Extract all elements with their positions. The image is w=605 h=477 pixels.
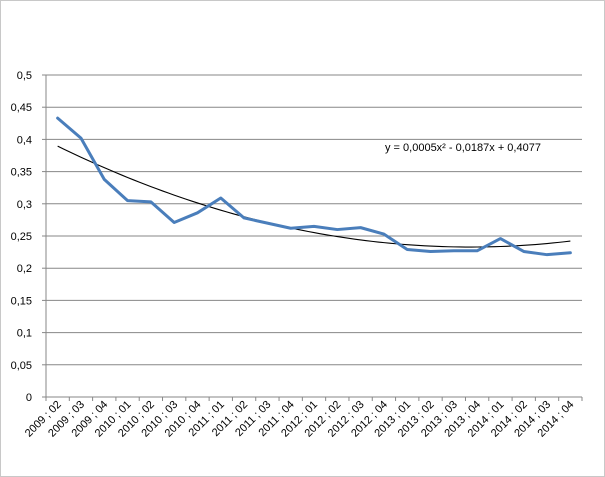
y-tick-label: 0,45 [11,102,32,114]
series-line [56,116,572,257]
y-tick-label: 0,5 [17,70,32,82]
y-tick-label: 0 [26,392,32,404]
axes [42,74,583,401]
y-tick-label: 0,15 [11,295,32,307]
y-tick-label: 0,1 [17,328,32,340]
y-tick-label: 0,25 [11,231,32,243]
y-tick-label: 0,35 [11,167,32,179]
trendline-equation: y = 0,0005x² - 0,0187x + 0,4077 [385,142,541,154]
y-axis-ticks: 0 0,05 0,1 0,15 0,2 0,25 0,3 0,35 0,4 0,45 0,5 [11,70,32,404]
trendline [57,145,571,248]
gridlines [46,74,582,366]
y-tick-label: 0,4 [17,134,32,146]
y-tick-label: 0,05 [11,360,32,372]
y-tick-label: 0,3 [17,199,32,211]
y-tick-label: 0,2 [17,263,32,275]
